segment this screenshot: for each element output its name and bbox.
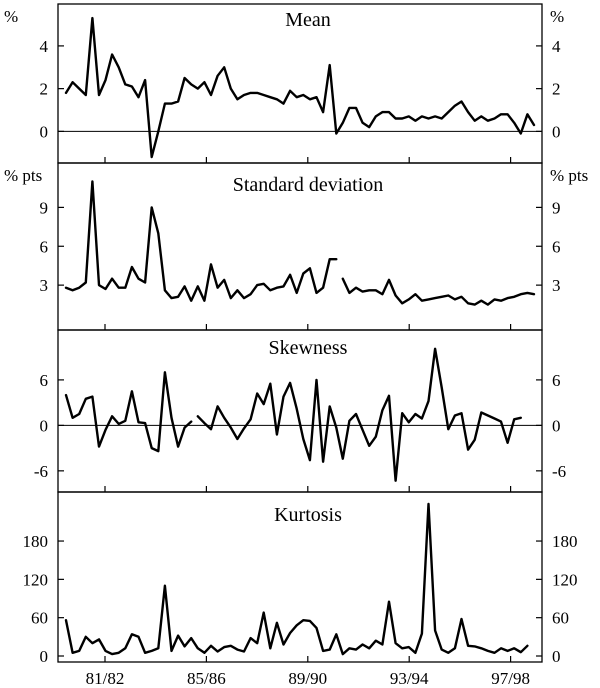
mean-ytick-label-right: 4 [552, 37, 561, 56]
kurtosis-ytick-label-left: 120 [23, 570, 49, 589]
stddev-series-line [341, 277, 536, 306]
mean-ytick-label-right: 0 [552, 122, 561, 141]
kurtosis-ytick-label-right: 60 [552, 609, 569, 628]
stddev-ytick-label-right: 9 [552, 198, 561, 217]
kurtosis-ytick-label-left: 0 [40, 647, 49, 666]
stddev-panel-title: Standard deviation [233, 174, 384, 196]
kurtosis-panel-title: Kurtosis [274, 504, 342, 526]
x-tick-label: 81/82 [86, 669, 125, 688]
x-tick-label: 93/94 [390, 669, 429, 688]
skewness-ytick-label-left: 0 [40, 416, 49, 435]
mean-unit-right: % [550, 7, 564, 26]
kurtosis-ytick-label-left: 180 [23, 532, 49, 551]
mean-ytick-label-left: 0 [40, 122, 49, 141]
stddev-ytick-label-left: 9 [40, 198, 49, 217]
kurtosis-ytick-label-right: 120 [552, 570, 578, 589]
skewness-series-line [64, 371, 193, 453]
skewness-series-line [196, 347, 522, 482]
skewness-ytick-label-right: -6 [552, 462, 566, 481]
kurtosis-panel-frame [57, 491, 543, 663]
x-tick-label: 97/98 [491, 669, 530, 688]
stddev-unit-right: % pts [550, 166, 588, 185]
skewness-ytick-label-right: 0 [552, 416, 561, 435]
mean-ytick-label-left: 4 [40, 37, 49, 56]
stddev-ytick-label-left: 3 [40, 276, 49, 295]
mean-ytick-label-left: 2 [40, 80, 49, 99]
kurtosis-series-line [64, 502, 529, 656]
stddev-ytick-label-right: 6 [552, 237, 561, 256]
skewness-ytick-label-left: 6 [40, 371, 49, 390]
x-tick-label: 89/90 [288, 669, 327, 688]
mean-panel-title: Mean [285, 9, 331, 31]
skewness-panel-title: Skewness [269, 337, 348, 359]
stddev-ytick-label-right: 3 [552, 276, 561, 295]
skewness-ytick-label-left: -6 [34, 462, 48, 481]
kurtosis-ytick-label-left: 60 [31, 609, 48, 628]
stddev-series-line [64, 180, 338, 302]
mean-ytick-label-right: 2 [552, 80, 561, 99]
stddev-ytick-label-left: 6 [40, 237, 49, 256]
skewness-ytick-label-right: 6 [552, 371, 561, 390]
mean-series-line [64, 16, 536, 159]
mean-unit-left: % [4, 7, 18, 26]
kurtosis-ytick-label-right: 0 [552, 647, 561, 666]
x-tick-label: 85/86 [187, 669, 226, 688]
stddev-unit-left: % pts [4, 166, 42, 185]
kurtosis-ytick-label-right: 180 [552, 532, 578, 551]
